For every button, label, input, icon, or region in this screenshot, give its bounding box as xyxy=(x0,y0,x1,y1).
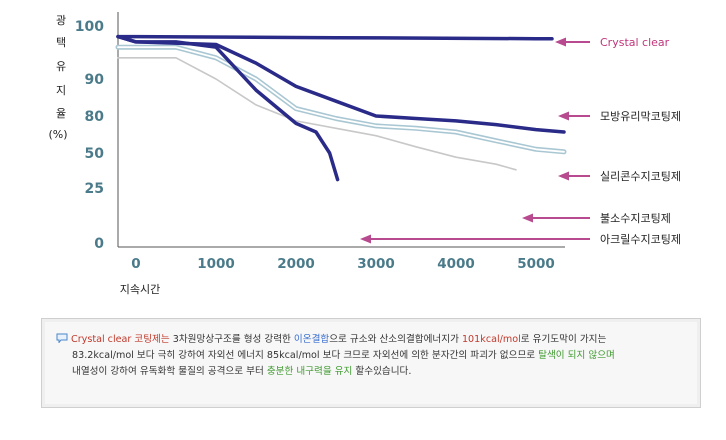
series-lines xyxy=(115,34,567,182)
legend-label: Crystal clear xyxy=(600,36,670,49)
note-text-run: 탈색이 되지 않으며 xyxy=(538,350,615,361)
note-text-run: 이온결합 xyxy=(293,334,330,345)
x-tick-label: 2000 xyxy=(277,256,315,272)
x-tick-label: 4000 xyxy=(437,256,475,272)
note-text-run: Crystal clear 코팅제는 xyxy=(71,334,170,345)
series-line-5 xyxy=(116,34,340,182)
note-line-3: 내열성이 강하여 유독화학 물질의 공격으로 부터 충분한 내구력을 유지 할수… xyxy=(56,364,686,380)
legend-label: 아크릴수지코팅제 xyxy=(600,233,681,246)
description-note: Crystal clear 코팅제는 3차원망상구조를 형성 강력한 이온결합으… xyxy=(41,318,701,408)
legend-arrowhead xyxy=(360,234,371,244)
x-tick-label: 5000 xyxy=(517,256,555,272)
note-line-1: Crystal clear 코팅제는 3차원망상구조를 형성 강력한 이온결합으… xyxy=(56,332,686,348)
series-line-1 xyxy=(116,34,554,41)
x-tick-label: 3000 xyxy=(357,256,395,272)
x-tick-labels: 0 1000 2000 3000 4000 5000 xyxy=(131,256,554,272)
y-axis-title-char: 지 xyxy=(56,84,66,97)
x-tick-label: 1000 xyxy=(197,256,235,272)
legend-label: 모방유리막코팅제 xyxy=(600,110,681,123)
note-text-run: 101kcal/mol xyxy=(461,334,521,345)
legend-arrowhead xyxy=(522,213,533,223)
x-axis-title: 지속시간 xyxy=(120,283,160,296)
y-tick-label: 0 xyxy=(94,236,104,252)
series-line-3-inner xyxy=(117,46,565,153)
note-text-run: 로 유기도막이 가지는 xyxy=(520,334,607,345)
y-axis-title-char: 율 xyxy=(56,107,66,120)
y-tick-label: 50 xyxy=(85,146,105,162)
x-tick-label: 0 xyxy=(131,256,140,272)
legend: Crystal clear 모방유리막코팅제실리콘수지코팅제불소수지코팅제아크릴수… xyxy=(360,36,681,246)
legend-arrowhead xyxy=(558,171,569,181)
note-text-run: 충분한 내구력을 유지 xyxy=(266,366,353,377)
note-text-run: 할수있습니다. xyxy=(352,366,412,377)
y-tick-labels: 100 90 80 50 25 0 xyxy=(75,19,104,252)
speech-bubble-icon xyxy=(56,333,68,343)
legend-label: 실리콘수지코팅제 xyxy=(600,170,681,183)
y-axis-title-char: 유 xyxy=(56,60,66,73)
note-text-run: 으로 규소와 산소의결합에너지가 xyxy=(329,334,462,345)
legend-label: 불소수지코팅제 xyxy=(600,212,671,225)
y-tick-label: 25 xyxy=(85,181,104,197)
y-axis-title-char: 광 xyxy=(56,14,66,27)
note-line-2: 83.2kcal/mol 보다 극히 강하여 자외선 에너지 85kcal/mo… xyxy=(56,348,686,364)
y-tick-label: 100 xyxy=(75,19,104,35)
note-text-run: 83.2kcal/mol 보다 극히 강하여 자외선 에너지 85kcal/mo… xyxy=(72,350,539,361)
note-text-run: 3차원망상구조를 형성 강력한 xyxy=(169,334,294,345)
axes xyxy=(117,12,565,248)
series-line-4 xyxy=(117,56,517,171)
note-text-run: 내열성이 강하여 유독화학 물질의 공격으로 부터 xyxy=(72,366,267,377)
y-axis-title-unit: (%) xyxy=(48,128,67,141)
legend-arrowhead xyxy=(555,37,566,47)
y-axis-title-char: 택 xyxy=(56,36,66,49)
y-tick-label: 80 xyxy=(85,109,105,125)
legend-arrowhead xyxy=(558,111,569,121)
y-tick-label: 90 xyxy=(85,72,105,88)
